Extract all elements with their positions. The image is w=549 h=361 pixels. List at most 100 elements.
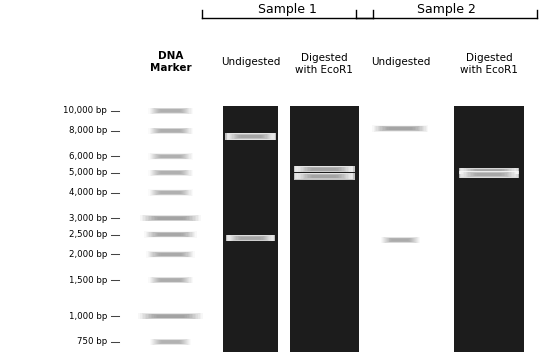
Bar: [381, 237, 419, 243]
Bar: [153, 314, 189, 318]
Bar: [145, 231, 195, 238]
Bar: [148, 128, 193, 134]
Bar: [147, 251, 195, 257]
Bar: [148, 153, 193, 160]
Bar: [150, 339, 191, 345]
Bar: [149, 252, 192, 257]
Bar: [231, 134, 270, 139]
Bar: [143, 314, 198, 319]
Bar: [151, 232, 191, 237]
Bar: [307, 167, 342, 171]
Bar: [149, 190, 192, 196]
Bar: [141, 215, 201, 221]
Bar: [466, 172, 512, 177]
Text: DNA
Marker: DNA Marker: [150, 51, 192, 73]
Bar: [152, 252, 189, 257]
Bar: [458, 168, 519, 174]
Bar: [160, 233, 181, 236]
Bar: [471, 169, 507, 173]
Bar: [149, 339, 192, 345]
Bar: [152, 277, 189, 283]
Bar: [391, 239, 410, 242]
Bar: [227, 235, 274, 241]
Bar: [153, 154, 188, 159]
Bar: [477, 170, 501, 172]
Bar: [150, 277, 191, 283]
Bar: [154, 315, 187, 318]
Bar: [161, 109, 180, 112]
Bar: [160, 155, 181, 158]
Bar: [475, 173, 502, 176]
Bar: [239, 236, 262, 240]
Bar: [159, 155, 182, 158]
Bar: [470, 173, 508, 177]
Bar: [155, 340, 186, 344]
Bar: [458, 171, 519, 178]
Bar: [138, 313, 203, 319]
Bar: [238, 236, 264, 240]
Text: 8,000 bp: 8,000 bp: [69, 126, 108, 135]
Bar: [139, 215, 202, 222]
Bar: [160, 171, 181, 174]
Bar: [231, 235, 271, 241]
Bar: [468, 172, 509, 177]
Bar: [147, 127, 194, 134]
Bar: [305, 167, 344, 171]
Bar: [157, 315, 184, 318]
Bar: [155, 315, 186, 318]
Bar: [153, 232, 188, 236]
Bar: [226, 235, 275, 242]
Bar: [149, 108, 192, 114]
Bar: [310, 175, 339, 178]
Bar: [157, 109, 184, 113]
Bar: [240, 135, 261, 138]
Bar: [301, 167, 348, 172]
Bar: [155, 154, 186, 158]
Bar: [154, 217, 187, 220]
Bar: [227, 133, 275, 140]
Bar: [463, 171, 515, 177]
Bar: [301, 174, 348, 179]
Bar: [158, 278, 183, 282]
Bar: [380, 237, 421, 243]
Bar: [148, 190, 193, 196]
Bar: [145, 251, 196, 258]
Bar: [384, 237, 417, 243]
Bar: [149, 314, 192, 318]
Bar: [153, 278, 188, 283]
Bar: [160, 129, 181, 132]
Bar: [156, 278, 185, 282]
Bar: [155, 278, 186, 282]
Bar: [159, 129, 182, 132]
Bar: [237, 236, 265, 240]
Bar: [148, 108, 193, 114]
Bar: [380, 126, 420, 131]
Bar: [239, 135, 262, 138]
Bar: [159, 233, 183, 236]
Bar: [157, 253, 184, 256]
Bar: [310, 168, 339, 171]
Bar: [148, 216, 193, 221]
Bar: [158, 340, 184, 344]
Bar: [464, 172, 514, 177]
Bar: [230, 134, 271, 139]
Bar: [311, 175, 338, 178]
Bar: [158, 191, 183, 194]
Bar: [148, 170, 193, 176]
Bar: [159, 340, 182, 344]
Bar: [473, 173, 505, 176]
Bar: [389, 238, 411, 242]
Bar: [300, 166, 349, 172]
Bar: [302, 174, 346, 179]
Bar: [390, 238, 410, 242]
Bar: [159, 109, 182, 113]
Text: 1,500 bp: 1,500 bp: [69, 275, 108, 284]
Bar: [154, 190, 187, 195]
Bar: [477, 173, 501, 176]
Bar: [148, 314, 193, 318]
Bar: [297, 166, 352, 172]
Bar: [158, 155, 183, 158]
Bar: [153, 339, 188, 345]
Text: 2,500 bp: 2,500 bp: [69, 230, 108, 239]
Bar: [464, 168, 514, 174]
